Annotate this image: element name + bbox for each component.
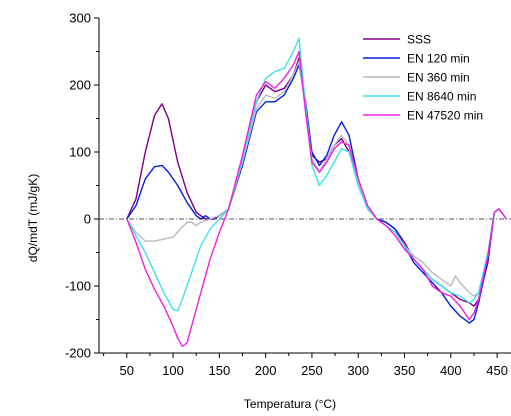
series-line-2 [126,64,507,324]
x-tick-label: 450 [486,363,508,378]
y-tick-label: 200 [69,78,91,93]
y-tick-label: 100 [69,145,91,160]
legend-label: EN 120 min [407,52,470,66]
legend-label: EN 8640 min [407,90,476,104]
legend-label: EN 47520 min [407,109,483,123]
y-tick-label: 0 [84,212,91,227]
legend-label: SSS [407,33,431,47]
x-axis-title: Temperatura (°C) [244,397,336,411]
series-line-4 [126,37,507,312]
legend-label: EN 360 min [407,71,470,85]
series-lines [126,37,507,347]
series-line-3 [126,60,507,297]
x-tick-label: 150 [209,363,231,378]
x-tick-label: 50 [120,363,134,378]
y-tick-label: -200 [65,346,91,361]
series-line-5 [126,50,507,347]
x-tick-label: 250 [301,363,323,378]
legend: SSS EN 120 min EN 360 min EN 8640 min EN 475… [363,33,483,123]
x-tick-label: 400 [440,363,462,378]
x-tick-label: 350 [394,363,416,378]
y-tick-label: 300 [69,11,91,26]
y-axis-title: dQ/mdT (mJ/gK) [26,174,40,262]
x-tick-label: 100 [162,363,184,378]
axis-ticks: -200 -100 0 100 200 300 50 100 150 200 250 300 350 40… [65,11,508,379]
y-tick-label: -100 [65,279,91,294]
x-tick-label: 300 [347,363,369,378]
x-tick-label: 200 [255,363,277,378]
